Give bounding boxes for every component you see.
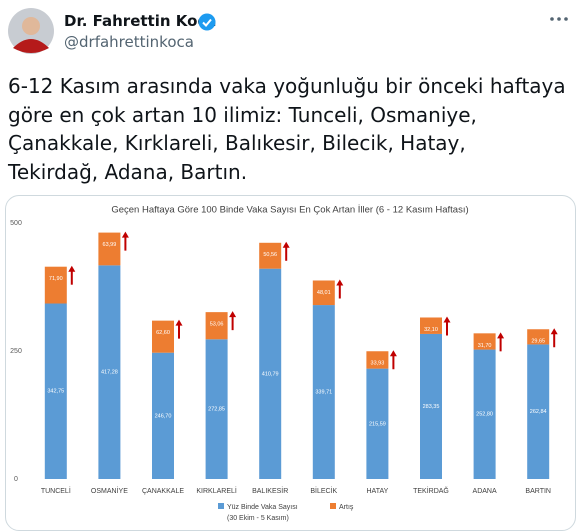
data-label: 246,70 [155, 413, 172, 419]
y-tick-label: 0 [14, 476, 18, 483]
more-menu[interactable] [548, 14, 570, 24]
increase-arrow-head [336, 279, 344, 286]
bar-segment [473, 349, 496, 479]
legend-note: (30 Ekim - 5 Kasım) [227, 515, 289, 522]
data-label: 272,85 [208, 407, 225, 413]
x-tick-label: KIRKLARELİ [196, 486, 237, 495]
x-tick-label: BARTIN [525, 488, 551, 495]
bar-segment [152, 352, 174, 479]
data-label: 48,01 [317, 290, 331, 296]
legend-swatch [218, 503, 224, 509]
increase-arrow-head [229, 311, 237, 318]
data-label: 29,65 [531, 339, 545, 345]
bar-segment [420, 317, 442, 334]
tweet-text-line: 6-12 Kasım arasında vaka yoğunluğu bir ö… [8, 74, 566, 98]
increase-arrow-head [175, 319, 183, 326]
bar-segment [259, 268, 282, 479]
x-tick-label: BİLECİK [310, 486, 337, 495]
increase-arrow-head [121, 231, 129, 238]
data-label: 339,71 [315, 389, 332, 395]
data-label: 62,60 [156, 330, 170, 336]
bar-segment [259, 242, 282, 269]
tweet-text-line: göre en çok artan 10 ilimiz: Tunceli, Os… [8, 102, 477, 127]
data-label: 31,70 [478, 343, 492, 349]
y-tick-label: 250 [10, 348, 22, 355]
increase-arrow-head [550, 328, 558, 335]
data-label: 252,80 [476, 412, 493, 418]
data-label: 262,84 [530, 409, 547, 415]
increase-arrow-head [282, 241, 290, 248]
x-tick-label: TEKİRDAĞ [413, 486, 449, 495]
data-label: 417,28 [101, 370, 118, 376]
data-label: 63,99 [103, 242, 117, 248]
bar-segment [420, 333, 442, 479]
tweet-text-line: Tekirdağ, Adana, Bartın. [8, 159, 248, 184]
bar-segment [44, 303, 67, 479]
bar-segment [44, 266, 67, 304]
data-label: 283,35 [423, 404, 440, 410]
chart: Geçen Haftaya Göre 100 Binde Vaka Sayısı… [10, 205, 558, 522]
increase-arrow-head [443, 316, 451, 323]
bar-segment [98, 265, 121, 479]
x-tick-label: ADANA [473, 488, 497, 495]
bar-segment [366, 351, 389, 369]
chart-image[interactable]: Geçen Haftaya Göre 100 Binde Vaka Sayısı… [5, 195, 576, 531]
bar-segment [473, 333, 496, 350]
increase-arrow-head [497, 332, 505, 339]
y-tick-label: 500 [10, 220, 22, 227]
data-label: 53,06 [210, 322, 224, 328]
bar-segment [312, 280, 335, 306]
bar-segment [312, 305, 335, 479]
chart-title: Geçen Haftaya Göre 100 Binde Vaka Sayısı… [111, 205, 468, 216]
data-label: 50,56 [263, 252, 277, 258]
legend-swatch [330, 503, 336, 509]
bar-segment [205, 312, 228, 340]
x-tick-label: OSMANİYE [91, 486, 128, 495]
increase-arrow-head [389, 350, 397, 357]
data-label: 410,79 [262, 371, 279, 377]
bar-segment [527, 329, 550, 345]
data-label: 215,59 [369, 421, 386, 427]
x-tick-label: ÇANAKKALE [142, 488, 184, 495]
author-name[interactable]: Dr. Fahrettin Koca [64, 12, 217, 30]
bar-segment [98, 232, 121, 266]
verified-badge [198, 13, 216, 31]
data-label: 32,10 [424, 327, 438, 333]
data-label: 71,90 [49, 276, 63, 282]
x-tick-label: BALIKESİR [252, 486, 288, 495]
tweet-text-line: Çanakkale, Kırklareli, Balıkesir, Bileci… [8, 131, 466, 155]
x-tick-label: HATAY [367, 488, 389, 495]
bar-segment [366, 368, 389, 479]
bar-segment [152, 320, 174, 353]
data-label: 342,75 [47, 389, 64, 395]
bar-segment [205, 339, 228, 479]
x-tick-label: TUNCELİ [41, 486, 71, 495]
increase-arrow-head [68, 265, 76, 272]
author-handle[interactable]: @drfahrettinkoca [64, 33, 194, 51]
avatar[interactable] [8, 8, 54, 54]
legend-label: Yüz Binde Vaka Sayısı [227, 504, 298, 511]
data-label: 33,93 [371, 361, 385, 367]
bar-segment [527, 344, 550, 479]
legend-label: Artış [339, 504, 354, 511]
